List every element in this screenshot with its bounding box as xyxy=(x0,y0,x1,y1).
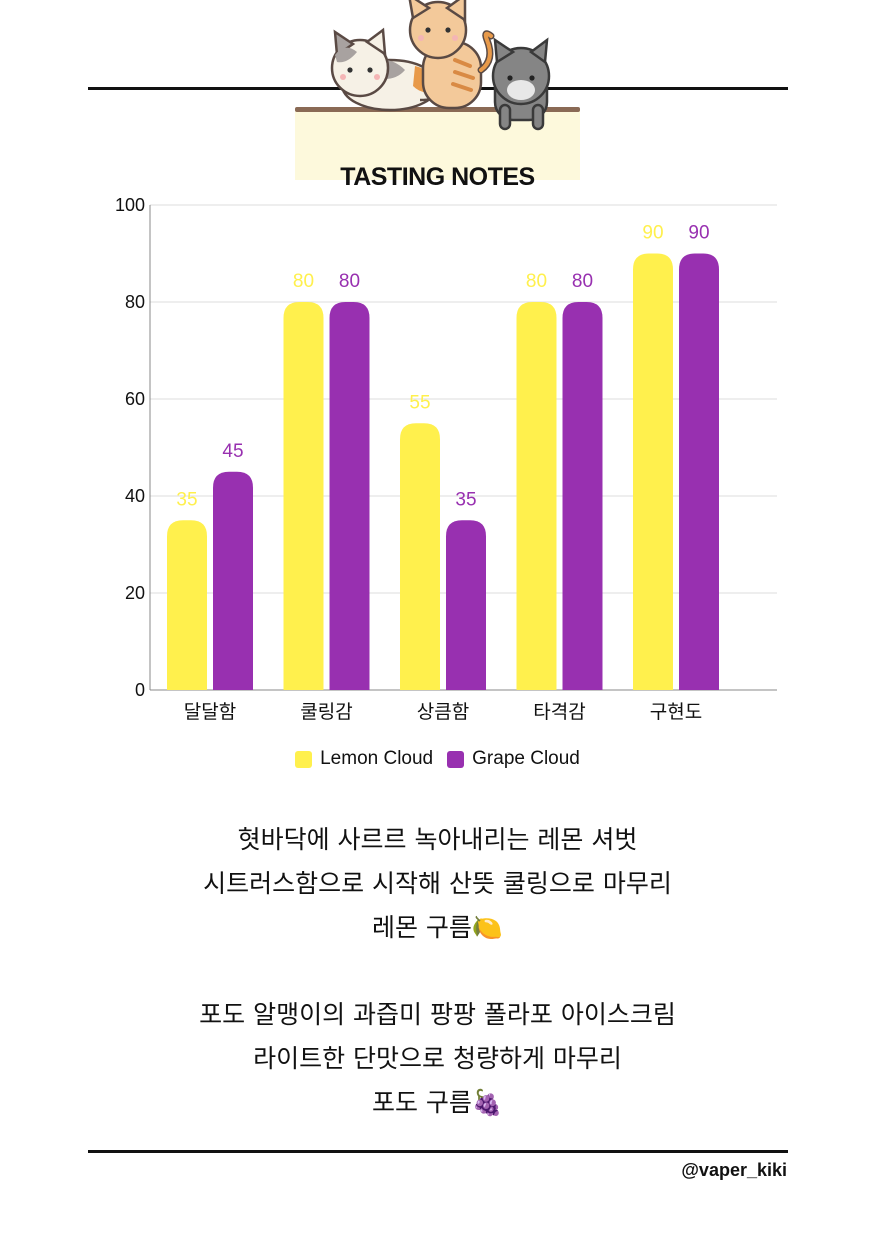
grape-note-line1: 포도 알맹이의 과즙미 팡팡 폴라포 아이스크림 xyxy=(199,1000,676,1029)
bar-lemon xyxy=(516,302,557,690)
data-label: 35 xyxy=(455,489,476,510)
lemon-note-line2: 시트러스함으로 시작해 산뜻 쿨링으로 마무리 xyxy=(203,869,672,898)
legend-item-lemon: Lemon Cloud xyxy=(295,748,433,770)
bar-lemon xyxy=(633,253,673,690)
y-tick-label: 80 xyxy=(125,292,145,312)
data-label: 45 xyxy=(222,441,243,462)
y-tick-label: 0 xyxy=(135,680,145,700)
cats-icon xyxy=(295,0,585,180)
legend-swatch-lemon xyxy=(295,750,313,768)
x-tick-label: 상큼함 xyxy=(417,701,469,723)
y-tick-label: 40 xyxy=(125,486,145,506)
x-tick-label: 쿨링감 xyxy=(300,701,352,723)
x-tick-label: 타격감 xyxy=(533,701,585,723)
bar-grape xyxy=(679,253,719,690)
x-tick-label: 달달함 xyxy=(184,701,236,723)
bar-lemon xyxy=(400,423,440,690)
y-tick-label: 20 xyxy=(125,583,145,603)
data-label: 80 xyxy=(526,271,547,292)
data-label: 55 xyxy=(409,392,430,413)
lemon-notes: 혓바닥에 사르르 녹아내리는 레몬 셔벗 시트러스함으로 시작해 산뜻 쿨링으로… xyxy=(0,818,875,950)
lemon-note-line3: 레몬 구름🍋 xyxy=(371,913,504,942)
grape-notes: 포도 알맹이의 과즙미 팡팡 폴라포 아이스크림 라이트한 단맛으로 청량하게 … xyxy=(0,993,875,1125)
chart-legend: Lemon Cloud Grape Cloud xyxy=(0,748,875,770)
bottom-divider xyxy=(88,1150,788,1153)
legend-swatch-grape xyxy=(447,750,465,768)
grape-note-line3: 포도 구름🍇 xyxy=(371,1088,504,1117)
bar-grape xyxy=(446,520,486,690)
data-label: 90 xyxy=(688,223,709,244)
data-label: 90 xyxy=(642,223,663,244)
bar-grape xyxy=(213,471,253,690)
bar-chart: 0 20 40 60 80 100 35 45 달달함 80 80 쿨링감 55 35 상큼함 80 80 타격감… xyxy=(115,195,777,723)
legend-label-lemon: Lemon Cloud xyxy=(320,748,434,769)
data-label: 35 xyxy=(176,489,197,510)
author-handle: @vaper_kiki xyxy=(681,1160,787,1180)
bar-grape xyxy=(562,302,603,690)
y-tick-label: 100 xyxy=(115,195,145,215)
x-tick-label: 구현도 xyxy=(650,701,702,723)
chart-title: TASTING NOTES xyxy=(340,163,535,191)
bar-grape xyxy=(329,302,370,690)
legend-item-grape: Grape Cloud xyxy=(447,748,580,770)
data-label: 80 xyxy=(339,271,360,292)
bar-lemon xyxy=(283,302,324,690)
y-tick-label: 60 xyxy=(125,389,145,409)
data-label: 80 xyxy=(572,271,593,292)
lemon-note-line1: 혓바닥에 사르르 녹아내리는 레몬 셔벗 xyxy=(237,825,638,854)
legend-label-grape: Grape Cloud xyxy=(472,748,580,769)
grape-note-line2: 라이트한 단맛으로 청량하게 마무리 xyxy=(253,1044,622,1073)
data-label: 80 xyxy=(293,271,314,292)
bar-lemon xyxy=(167,520,207,690)
